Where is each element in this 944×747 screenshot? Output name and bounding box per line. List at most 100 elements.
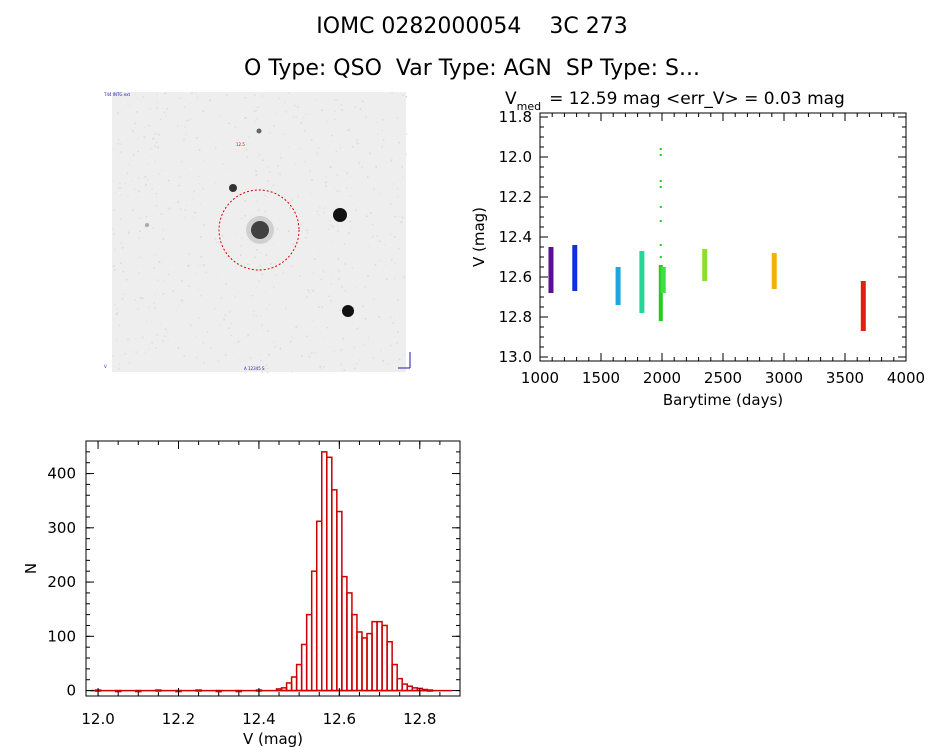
sky-noise-pixel bbox=[229, 167, 231, 170]
sky-noise-pixel bbox=[396, 188, 399, 190]
sky-noise-pixel bbox=[162, 259, 165, 262]
sky-noise-pixel bbox=[323, 366, 325, 368]
sky-noise-pixel bbox=[332, 285, 334, 288]
histogram-y-tick-label: 100 bbox=[47, 627, 76, 645]
sky-noise-pixel bbox=[230, 322, 233, 325]
sky-noise-pixel bbox=[138, 112, 141, 115]
sky-noise-pixel bbox=[244, 97, 247, 99]
sky-noise-pixel bbox=[246, 259, 248, 262]
sky-noise-pixel bbox=[349, 220, 352, 223]
sky-noise-pixel bbox=[178, 250, 181, 252]
sky-noise-pixel bbox=[196, 96, 199, 99]
sky-noise-pixel bbox=[120, 212, 123, 215]
sky-noise-pixel bbox=[138, 177, 140, 179]
sky-noise-pixel bbox=[228, 327, 230, 329]
sky-noise-pixel bbox=[354, 287, 357, 289]
light-curve-title-subscript: med bbox=[517, 100, 541, 113]
sky-noise-pixel bbox=[254, 121, 256, 123]
sky-noise-pixel bbox=[396, 315, 398, 318]
sky-noise-pixel bbox=[285, 306, 287, 309]
sky-noise-pixel bbox=[136, 111, 138, 113]
sky-noise-pixel bbox=[302, 253, 305, 256]
sky-noise-pixel bbox=[254, 110, 256, 113]
light-curve-point-cluster bbox=[548, 247, 554, 293]
sky-noise-pixel bbox=[308, 355, 310, 358]
sky-noise-pixel bbox=[132, 209, 134, 211]
sky-noise-pixel bbox=[125, 186, 128, 189]
sky-noise-pixel bbox=[341, 109, 343, 111]
sky-noise-pixel bbox=[397, 331, 399, 333]
sky-noise-pixel bbox=[257, 209, 260, 211]
sky-noise-pixel bbox=[117, 164, 119, 167]
sky-noise-pixel bbox=[200, 256, 203, 258]
sky-noise-pixel bbox=[115, 255, 117, 257]
sky-noise-pixel bbox=[138, 237, 141, 239]
light-curve-series bbox=[860, 281, 866, 331]
sky-noise-pixel bbox=[347, 244, 349, 247]
sky-noise-pixel bbox=[164, 92, 167, 95]
light-curve-x-tick-label: 2500 bbox=[704, 369, 742, 387]
sky-noise-pixel bbox=[120, 194, 123, 196]
sky-noise-pixel bbox=[149, 95, 151, 97]
sky-noise-pixel bbox=[355, 207, 358, 210]
sky-noise-pixel bbox=[195, 126, 198, 129]
sky-noise-pixel bbox=[188, 322, 190, 325]
sky-noise-pixel bbox=[136, 307, 139, 310]
light-curve-x-tick-label: 3000 bbox=[765, 369, 803, 387]
sky-image-noise bbox=[112, 92, 408, 374]
sky-noise-pixel bbox=[144, 176, 147, 178]
sky-noise-pixel bbox=[114, 303, 116, 306]
sky-noise-pixel bbox=[400, 221, 402, 223]
sky-noise-pixel bbox=[306, 335, 308, 337]
sky-noise-pixel bbox=[371, 223, 374, 226]
sky-noise-pixel bbox=[402, 94, 404, 97]
sky-noise-pixel bbox=[350, 108, 353, 110]
sky-noise-pixel bbox=[140, 297, 142, 299]
field-star-3 bbox=[229, 184, 237, 192]
sky-noise-pixel bbox=[246, 362, 249, 365]
light-curve-y-tick-label: 12.0 bbox=[499, 148, 532, 166]
sky-noise-pixel bbox=[321, 109, 323, 112]
sky-noise-pixel bbox=[184, 219, 187, 222]
sky-noise-pixel bbox=[263, 345, 265, 347]
sky-noise-pixel bbox=[204, 135, 206, 137]
sky-noise-pixel bbox=[222, 165, 224, 167]
sky-noise-pixel bbox=[310, 108, 312, 111]
sky-image-panel: T44 INTG ext 12.5 V A 12345 S bbox=[103, 92, 411, 374]
sky-noise-pixel bbox=[241, 237, 243, 240]
sky-noise-pixel bbox=[172, 290, 175, 292]
sky-corner-label-bl: V bbox=[104, 364, 107, 369]
sky-noise-pixel bbox=[345, 296, 347, 298]
sky-noise-pixel bbox=[388, 164, 390, 167]
light-curve-title-prefix: V bbox=[505, 89, 517, 109]
sky-noise-pixel bbox=[124, 283, 126, 285]
sky-noise-pixel bbox=[405, 133, 408, 135]
sky-noise-pixel bbox=[158, 261, 161, 263]
light-curve-point-cluster bbox=[771, 253, 777, 289]
sky-noise-pixel bbox=[299, 343, 302, 345]
sky-noise-pixel bbox=[137, 137, 139, 140]
sky-noise-pixel bbox=[117, 187, 120, 189]
sky-noise-pixel bbox=[351, 267, 354, 269]
light-curve-x-axis-label: Barytime (days) bbox=[663, 391, 783, 409]
sky-noise-pixel bbox=[232, 171, 235, 174]
light-curve-x-tick-label: 4000 bbox=[887, 369, 925, 387]
sky-corner-label-bc: A 12345 S bbox=[244, 366, 265, 371]
histogram-bar bbox=[285, 682, 293, 692]
sky-noise-pixel bbox=[155, 205, 158, 207]
sky-noise-pixel bbox=[157, 279, 159, 281]
sky-noise-pixel bbox=[186, 119, 189, 122]
sky-noise-pixel bbox=[120, 143, 122, 145]
sky-noise-pixel bbox=[247, 351, 249, 354]
sky-noise-pixel bbox=[328, 128, 330, 130]
sky-noise-pixel bbox=[348, 142, 350, 144]
sky-noise-pixel bbox=[214, 141, 216, 144]
sky-noise-pixel bbox=[213, 156, 215, 159]
sky-noise-pixel bbox=[397, 195, 399, 198]
sky-noise-pixel bbox=[145, 229, 148, 231]
light-curve-x-tick-label: 2000 bbox=[643, 369, 681, 387]
sky-noise-pixel bbox=[326, 327, 329, 329]
sky-noise-pixel bbox=[381, 146, 383, 148]
histogram-bar bbox=[361, 637, 368, 692]
sky-noise-pixel bbox=[127, 338, 129, 341]
